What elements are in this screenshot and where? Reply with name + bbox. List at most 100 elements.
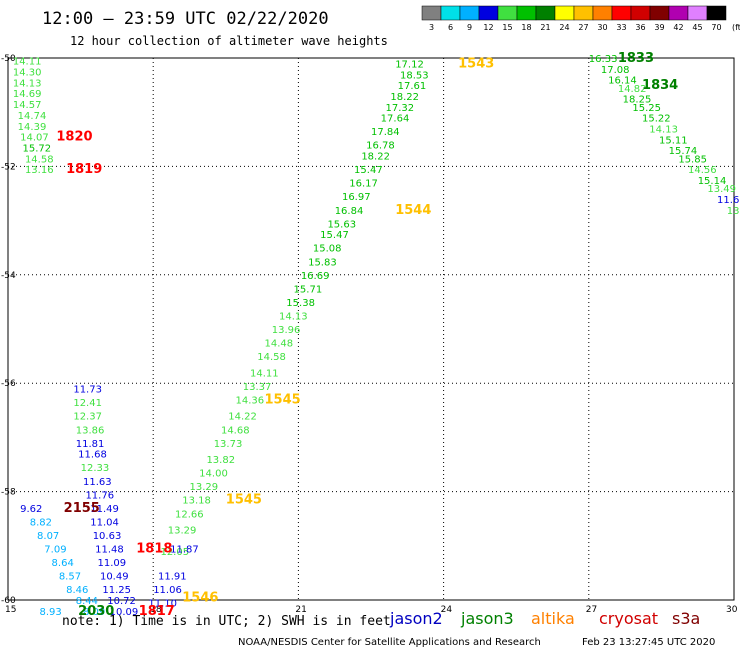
- wave-height-label: 14.48: [265, 339, 294, 350]
- colorbar-label: 42: [673, 23, 683, 32]
- legend: jason2 jason3 altika cryosat s3a: [389, 609, 700, 628]
- wave-height-label: 14.36: [235, 395, 264, 406]
- colorbar-swatch: [611, 5, 632, 21]
- colorbar-swatch: [497, 5, 518, 21]
- wave-height-label: 14.82: [618, 84, 647, 95]
- wave-height-label: 11.76: [85, 490, 114, 501]
- plot-frame: [7, 57, 735, 601]
- wave-height-label: 14.58: [257, 352, 286, 363]
- chart-title: 12:00 – 23:59 UTC 02/22/2020: [42, 9, 329, 29]
- pass-time-label: 1820: [56, 130, 92, 145]
- pass-time-label: 1545: [226, 493, 262, 508]
- colorbar-label: 6: [448, 23, 453, 32]
- colorbar-label: 33: [616, 23, 626, 32]
- colorbar-swatch: [668, 5, 689, 21]
- wave-height-label: 8.93: [39, 607, 61, 618]
- wave-height-label: 17.32: [386, 103, 415, 114]
- wave-height-label: 13.29: [168, 526, 197, 537]
- footnote: note: 1) Time is in UTC; 2) SWH is in fe…: [62, 614, 391, 629]
- wave-height-label: 14.39: [18, 122, 47, 133]
- y-tick-label: -56: [1, 379, 16, 389]
- x-tick-label: 21: [295, 605, 306, 615]
- wave-height-label: 16.84: [335, 206, 364, 217]
- wave-height-label: 15.22: [642, 114, 671, 125]
- axis-ticks: 15 18 21 24 27 30 -50 -52 -54 -56 -58 -60: [1, 54, 738, 615]
- wave-height-label: 11.87: [170, 545, 199, 556]
- wave-height-label: 13.82: [206, 455, 235, 466]
- wave-height-label: 15.47: [320, 230, 349, 241]
- colorbar-label: 9: [467, 23, 472, 32]
- wave-height-label: 14.13: [649, 124, 678, 135]
- colorbar-label: 3: [429, 23, 434, 32]
- colorbar-swatch: [573, 5, 594, 21]
- legend-entry-altika: altika: [531, 609, 575, 628]
- colorbar-label: 30: [597, 23, 607, 32]
- y-tick-label: -50: [1, 54, 16, 64]
- wave-height-label: 14.07: [20, 133, 49, 144]
- pass-time-label: 1545: [265, 392, 301, 407]
- pass-time-label: 1544: [395, 203, 431, 218]
- wave-height-label: 16.17: [349, 179, 378, 190]
- colorbar-label: 39: [654, 23, 664, 32]
- wave-height-label: 13.96: [272, 325, 301, 336]
- wave-height-label: 12.33: [81, 463, 110, 474]
- wave-height-label: 14.69: [13, 89, 42, 100]
- wave-height-label: 14.58: [25, 154, 54, 165]
- pass-time-label: 1543: [458, 56, 494, 71]
- wave-height-label: 13.18: [182, 496, 211, 507]
- credit-line: NOAA/NESDIS Center for Satellite Applica…: [238, 637, 541, 648]
- wave-height-label: 13.16: [25, 165, 54, 176]
- wave-height-label: 11.25: [102, 585, 131, 596]
- wave-height-label: 17.12: [395, 59, 424, 70]
- wave-height-label: 15.14: [698, 176, 727, 187]
- wave-height-label: 10.63: [93, 531, 122, 542]
- wave-height-label: 15.47: [354, 165, 383, 176]
- wave-height-label: 14.11: [250, 368, 279, 379]
- wave-height-label: 9.62: [20, 504, 42, 515]
- y-tick-label: -52: [1, 162, 16, 172]
- wave-height-label: 11.63: [83, 477, 112, 488]
- colorbar-swatch: [687, 5, 708, 21]
- wave-height-label: 15.38: [286, 298, 315, 309]
- wave-height-label: 14.00: [199, 469, 228, 480]
- colorbar-unit: (ft): [732, 23, 740, 32]
- wave-height-label: 15.11: [659, 135, 688, 146]
- colorbar-label: 45: [692, 23, 702, 32]
- legend-entry-jason2: jason2: [389, 609, 443, 628]
- wave-height-label: 15.08: [313, 244, 342, 255]
- wave-height-label: 16.33: [589, 54, 618, 65]
- wave-height-label: 17.84: [371, 127, 400, 138]
- colorbar-label: 24: [559, 23, 569, 32]
- y-tick-label: -58: [1, 488, 16, 498]
- colorbar-swatch: [478, 5, 499, 21]
- wave-height-label: 11.49: [90, 504, 119, 515]
- wave-height-label: 11.66: [717, 195, 740, 206]
- wave-height-label: 11.81: [76, 439, 105, 450]
- wave-height-label: 18.22: [361, 152, 390, 163]
- wave-height-label: 15.72: [23, 143, 52, 154]
- wave-height-label: 14.74: [18, 111, 47, 122]
- wave-height-label: 11.68: [78, 450, 107, 461]
- pass-time-label: 1817: [139, 604, 175, 619]
- colorbar-label: 12: [483, 23, 493, 32]
- wave-height-label: 14.13: [13, 78, 42, 89]
- wave-height-label: 8.09: [83, 607, 105, 618]
- wave-height-label: 15.85: [678, 154, 707, 165]
- x-tick-label: 18: [150, 605, 162, 615]
- wave-height-label: 14.68: [221, 425, 250, 436]
- wave-height-label: 13.86: [76, 425, 105, 436]
- wave-height-label: 18.22: [390, 92, 419, 103]
- wave-height-label: 16.78: [366, 141, 395, 152]
- x-tick-label: 15: [5, 605, 16, 615]
- wave-height-label: 12.66: [175, 509, 204, 520]
- wave-height-label: 11.91: [158, 572, 187, 583]
- wave-height-label: 8.64: [52, 558, 74, 569]
- wave-height-label: 18.25: [623, 95, 652, 106]
- wave-height-label: 15.71: [294, 284, 323, 295]
- pass-time-label: 1833: [618, 51, 654, 66]
- wave-height-label: 12.05: [160, 547, 189, 558]
- wave-height-label: 15.63: [327, 219, 356, 230]
- colorbar-swatch: [592, 5, 613, 21]
